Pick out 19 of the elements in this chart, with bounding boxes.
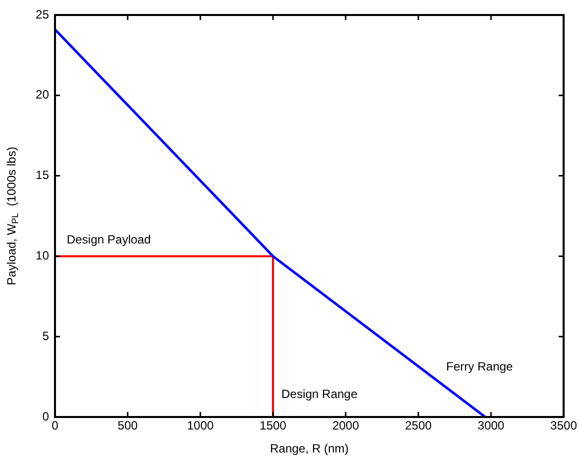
annotation: Ferry Range: [446, 359, 514, 374]
y-tick-label: 15: [36, 168, 50, 182]
x-tick-label: 1500: [260, 418, 287, 433]
annotation: Design Range: [281, 386, 358, 401]
x-tick-label: 0: [52, 418, 59, 433]
y-axis-title: Payload, WPL (1000s lbs): [4, 146, 20, 286]
x-tick-label: 3500: [550, 418, 578, 433]
y-tick-label: 25: [36, 7, 50, 22]
y-tick-label: 5: [42, 328, 50, 343]
y-tick-label: 20: [36, 88, 50, 102]
x-tick-label: 500: [118, 418, 138, 433]
annotation: Design Payload: [66, 232, 151, 246]
x-tick-label: 2000: [332, 418, 360, 433]
y-tick-label: 10: [36, 248, 50, 263]
x-axis-title: Range, R (nm): [270, 441, 349, 456]
y-tick-label: 0: [42, 409, 50, 424]
x-tick-label: 1000: [186, 418, 214, 433]
x-tick-label: 3000: [478, 418, 505, 433]
x-tick-label: 2500: [404, 418, 432, 433]
